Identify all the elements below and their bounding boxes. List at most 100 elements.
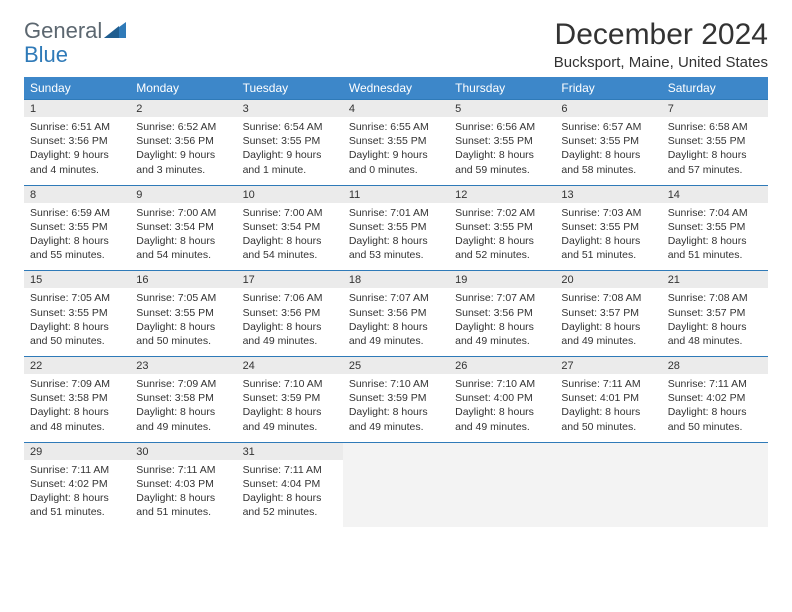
daylight-text: Daylight: 8 hours and 49 minutes.: [349, 320, 443, 348]
sunrise-text: Sunrise: 6:52 AM: [136, 120, 230, 134]
date-number: 31: [237, 442, 343, 460]
daylight-text: Daylight: 9 hours and 3 minutes.: [136, 148, 230, 176]
sunrise-text: Sunrise: 7:02 AM: [455, 206, 549, 220]
daylight-text: Daylight: 8 hours and 52 minutes.: [455, 234, 549, 262]
sunset-text: Sunset: 3:58 PM: [30, 391, 124, 405]
sunset-text: Sunset: 3:54 PM: [136, 220, 230, 234]
daylight-text: Daylight: 8 hours and 57 minutes.: [668, 148, 762, 176]
sunrise-text: Sunrise: 7:10 AM: [455, 377, 549, 391]
day-detail: Sunrise: 7:06 AMSunset: 3:56 PMDaylight:…: [237, 288, 343, 356]
calendar-week: 22Sunrise: 7:09 AMSunset: 3:58 PMDayligh…: [24, 356, 768, 442]
sunrise-text: Sunrise: 7:01 AM: [349, 206, 443, 220]
day-cell-3: 3Sunrise: 6:54 AMSunset: 3:55 PMDaylight…: [237, 99, 343, 185]
daylight-text: Daylight: 8 hours and 49 minutes.: [455, 320, 549, 348]
daylight-text: Daylight: 8 hours and 51 minutes.: [136, 491, 230, 519]
location-text: Bucksport, Maine, United States: [554, 54, 768, 71]
sunset-text: Sunset: 4:04 PM: [243, 477, 337, 491]
day-detail: Sunrise: 7:10 AMSunset: 3:59 PMDaylight:…: [237, 374, 343, 442]
day-cell-28: 28Sunrise: 7:11 AMSunset: 4:02 PMDayligh…: [662, 356, 768, 442]
date-number: 20: [555, 270, 661, 288]
sunrise-text: Sunrise: 7:07 AM: [455, 291, 549, 305]
sunrise-text: Sunrise: 7:00 AM: [136, 206, 230, 220]
day-cell-24: 24Sunrise: 7:10 AMSunset: 3:59 PMDayligh…: [237, 356, 343, 442]
day-detail: Sunrise: 7:10 AMSunset: 4:00 PMDaylight:…: [449, 374, 555, 442]
day-cell-9: 9Sunrise: 7:00 AMSunset: 3:54 PMDaylight…: [130, 185, 236, 271]
daylight-text: Daylight: 9 hours and 4 minutes.: [30, 148, 124, 176]
day-detail: Sunrise: 7:11 AMSunset: 4:02 PMDaylight:…: [662, 374, 768, 442]
daylight-text: Daylight: 8 hours and 55 minutes.: [30, 234, 124, 262]
date-number: 6: [555, 99, 661, 117]
sunset-text: Sunset: 3:55 PM: [30, 306, 124, 320]
daylight-text: Daylight: 8 hours and 52 minutes.: [243, 491, 337, 519]
sunrise-text: Sunrise: 7:10 AM: [349, 377, 443, 391]
day-detail: Sunrise: 6:51 AMSunset: 3:56 PMDaylight:…: [24, 117, 130, 185]
day-detail: Sunrise: 7:09 AMSunset: 3:58 PMDaylight:…: [24, 374, 130, 442]
day-cell-1: 1Sunrise: 6:51 AMSunset: 3:56 PMDaylight…: [24, 99, 130, 185]
day-detail: Sunrise: 7:07 AMSunset: 3:56 PMDaylight:…: [449, 288, 555, 356]
sunrise-text: Sunrise: 6:56 AM: [455, 120, 549, 134]
day-detail: Sunrise: 7:11 AMSunset: 4:04 PMDaylight:…: [237, 460, 343, 528]
date-number: 7: [662, 99, 768, 117]
calendar-week: 29Sunrise: 7:11 AMSunset: 4:02 PMDayligh…: [24, 442, 768, 528]
calendar-body: 1Sunrise: 6:51 AMSunset: 3:56 PMDaylight…: [24, 99, 768, 527]
sunrise-text: Sunrise: 7:00 AM: [243, 206, 337, 220]
calendar-week: 8Sunrise: 6:59 AMSunset: 3:55 PMDaylight…: [24, 185, 768, 271]
sunset-text: Sunset: 3:55 PM: [349, 220, 443, 234]
sunset-text: Sunset: 3:58 PM: [136, 391, 230, 405]
day-detail: Sunrise: 7:05 AMSunset: 3:55 PMDaylight:…: [24, 288, 130, 356]
calendar-week: 1Sunrise: 6:51 AMSunset: 3:56 PMDaylight…: [24, 99, 768, 185]
sunrise-text: Sunrise: 7:11 AM: [30, 463, 124, 477]
calendar-table: SundayMondayTuesdayWednesdayThursdayFrid…: [24, 77, 768, 527]
daylight-text: Daylight: 8 hours and 54 minutes.: [243, 234, 337, 262]
daylight-text: Daylight: 8 hours and 54 minutes.: [136, 234, 230, 262]
sunset-text: Sunset: 3:56 PM: [349, 306, 443, 320]
date-number: 30: [130, 442, 236, 460]
daylight-text: Daylight: 8 hours and 50 minutes.: [668, 405, 762, 433]
day-detail: Sunrise: 6:56 AMSunset: 3:55 PMDaylight:…: [449, 117, 555, 185]
sunset-text: Sunset: 3:55 PM: [243, 134, 337, 148]
sunrise-text: Sunrise: 7:06 AM: [243, 291, 337, 305]
day-cell-8: 8Sunrise: 6:59 AMSunset: 3:55 PMDaylight…: [24, 185, 130, 271]
day-cell-6: 6Sunrise: 6:57 AMSunset: 3:55 PMDaylight…: [555, 99, 661, 185]
date-number: 5: [449, 99, 555, 117]
day-header-friday: Friday: [555, 77, 661, 99]
sunrise-text: Sunrise: 7:05 AM: [30, 291, 124, 305]
day-cell-18: 18Sunrise: 7:07 AMSunset: 3:56 PMDayligh…: [343, 270, 449, 356]
day-cell-2: 2Sunrise: 6:52 AMSunset: 3:56 PMDaylight…: [130, 99, 236, 185]
sunset-text: Sunset: 3:54 PM: [243, 220, 337, 234]
day-cell-17: 17Sunrise: 7:06 AMSunset: 3:56 PMDayligh…: [237, 270, 343, 356]
day-cell-5: 5Sunrise: 6:56 AMSunset: 3:55 PMDaylight…: [449, 99, 555, 185]
sunrise-text: Sunrise: 6:55 AM: [349, 120, 443, 134]
day-cell-14: 14Sunrise: 7:04 AMSunset: 3:55 PMDayligh…: [662, 185, 768, 271]
empty-cell: [449, 442, 555, 528]
date-number: 13: [555, 185, 661, 203]
daylight-text: Daylight: 8 hours and 50 minutes.: [136, 320, 230, 348]
daylight-text: Daylight: 8 hours and 51 minutes.: [30, 491, 124, 519]
sunset-text: Sunset: 3:56 PM: [455, 306, 549, 320]
date-number: 24: [237, 356, 343, 374]
daylight-text: Daylight: 8 hours and 51 minutes.: [561, 234, 655, 262]
day-header-monday: Monday: [130, 77, 236, 99]
day-cell-29: 29Sunrise: 7:11 AMSunset: 4:02 PMDayligh…: [24, 442, 130, 528]
logo-subtext: Blue: [24, 42, 68, 68]
daylight-text: Daylight: 8 hours and 50 minutes.: [30, 320, 124, 348]
date-number: 8: [24, 185, 130, 203]
sunset-text: Sunset: 3:55 PM: [136, 306, 230, 320]
empty-cell: [343, 442, 449, 528]
day-cell-15: 15Sunrise: 7:05 AMSunset: 3:55 PMDayligh…: [24, 270, 130, 356]
sunrise-text: Sunrise: 7:09 AM: [30, 377, 124, 391]
sunrise-text: Sunrise: 7:08 AM: [668, 291, 762, 305]
date-number: 27: [555, 356, 661, 374]
empty-date-bar: [343, 442, 449, 460]
day-detail: Sunrise: 7:09 AMSunset: 3:58 PMDaylight:…: [130, 374, 236, 442]
sunrise-text: Sunrise: 6:58 AM: [668, 120, 762, 134]
sunrise-text: Sunrise: 7:11 AM: [668, 377, 762, 391]
empty-cell: [555, 442, 661, 528]
day-detail: Sunrise: 7:00 AMSunset: 3:54 PMDaylight:…: [130, 203, 236, 271]
daylight-text: Daylight: 8 hours and 51 minutes.: [668, 234, 762, 262]
sunset-text: Sunset: 4:00 PM: [455, 391, 549, 405]
title-block: December 2024 Bucksport, Maine, United S…: [554, 18, 768, 71]
date-number: 11: [343, 185, 449, 203]
day-detail: Sunrise: 7:05 AMSunset: 3:55 PMDaylight:…: [130, 288, 236, 356]
day-cell-30: 30Sunrise: 7:11 AMSunset: 4:03 PMDayligh…: [130, 442, 236, 528]
